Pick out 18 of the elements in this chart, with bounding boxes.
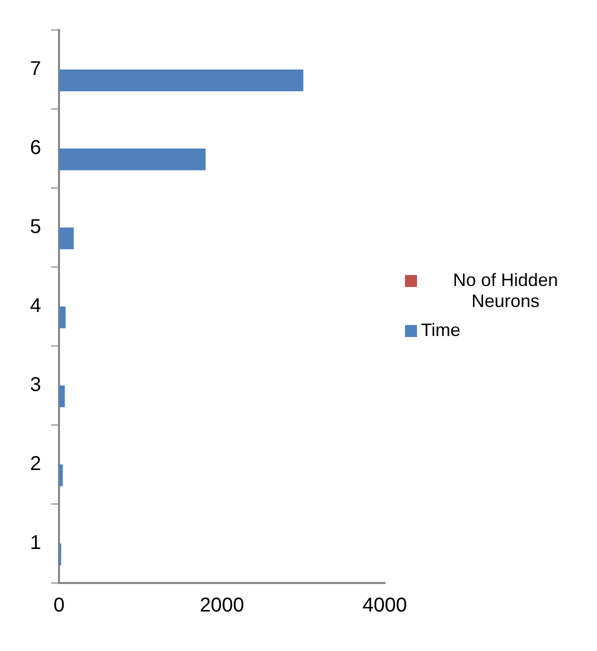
y-tick-label: 4 (30, 295, 42, 318)
y-tick-label: 7 (30, 58, 42, 80)
x-tick-label: 0 (54, 594, 65, 617)
bar (59, 464, 63, 486)
legend-label: No of Hidden Neurons (452, 270, 560, 312)
y-tick-label: 3 (30, 374, 42, 396)
x-tick-label: 4000 (362, 594, 408, 617)
y-tick-label: 2 (30, 453, 42, 476)
bar (59, 70, 304, 92)
y-tick-label: 1 (30, 532, 42, 554)
y-tick-label: 5 (30, 216, 42, 238)
legend-label: Time (421, 320, 460, 341)
y-tick-label: 6 (30, 137, 42, 160)
bar (59, 386, 65, 408)
bar (59, 306, 66, 328)
x-tick-label: 2000 (200, 594, 244, 617)
bar (59, 228, 74, 250)
bar (59, 148, 206, 170)
